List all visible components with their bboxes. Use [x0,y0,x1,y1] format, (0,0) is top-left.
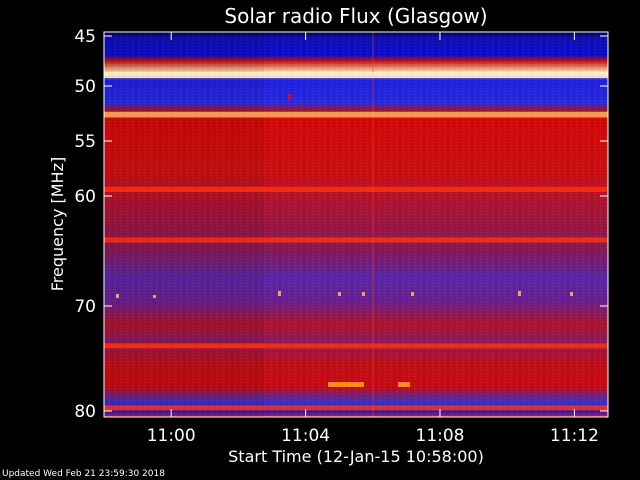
footer-updated: Updated Wed Feb 21 23:59:30 2018 [2,469,165,479]
burst-mark [153,295,156,298]
y-tick-label: 80 [74,402,96,422]
burst-mark [570,292,573,296]
y-tick-label: 55 [74,132,96,152]
y-tick-label: 70 [74,297,96,317]
x-axis-title: Start Time (12-Jan-15 10:58:00) [228,447,484,466]
x-axis-ticks: 11:00 11:04 11:08 11:12 [147,32,599,446]
bands-layer [104,72,608,411]
emission-band [104,72,608,78]
y-tick-label: 45 [74,27,96,47]
y-axis-ticks: 45 50 55 60 70 80 [74,27,608,422]
burst-mark [398,382,410,387]
burst-mark [328,382,364,387]
bursts-layer [116,94,573,387]
burst-mark [338,292,341,296]
emission-band [104,111,608,118]
x-tick-label: 11:12 [550,426,599,446]
left-segment-shade [104,32,264,417]
y-tick-label: 50 [74,77,96,97]
y-axis-title: Frequency [MHz] [48,157,67,291]
burst-mark [362,292,365,296]
emission-band [104,343,608,349]
burst-mark [518,291,521,296]
burst-mark [411,292,414,296]
spectrogram-texture [104,32,608,417]
burst-mark [278,291,281,296]
emission-band [104,186,608,193]
plot-area [103,31,609,418]
emission-band [104,237,608,243]
y-tick-label: 60 [74,187,96,207]
chart-title: Solar radio Flux (Glasgow) [224,4,487,28]
x-tick-label: 11:04 [281,426,330,446]
plot-frame [103,31,609,418]
x-tick-label: 11:00 [147,426,196,446]
burst-mark [116,294,119,298]
burst-mark [288,94,291,100]
emission-band [104,405,608,411]
x-tick-label: 11:08 [416,426,465,446]
